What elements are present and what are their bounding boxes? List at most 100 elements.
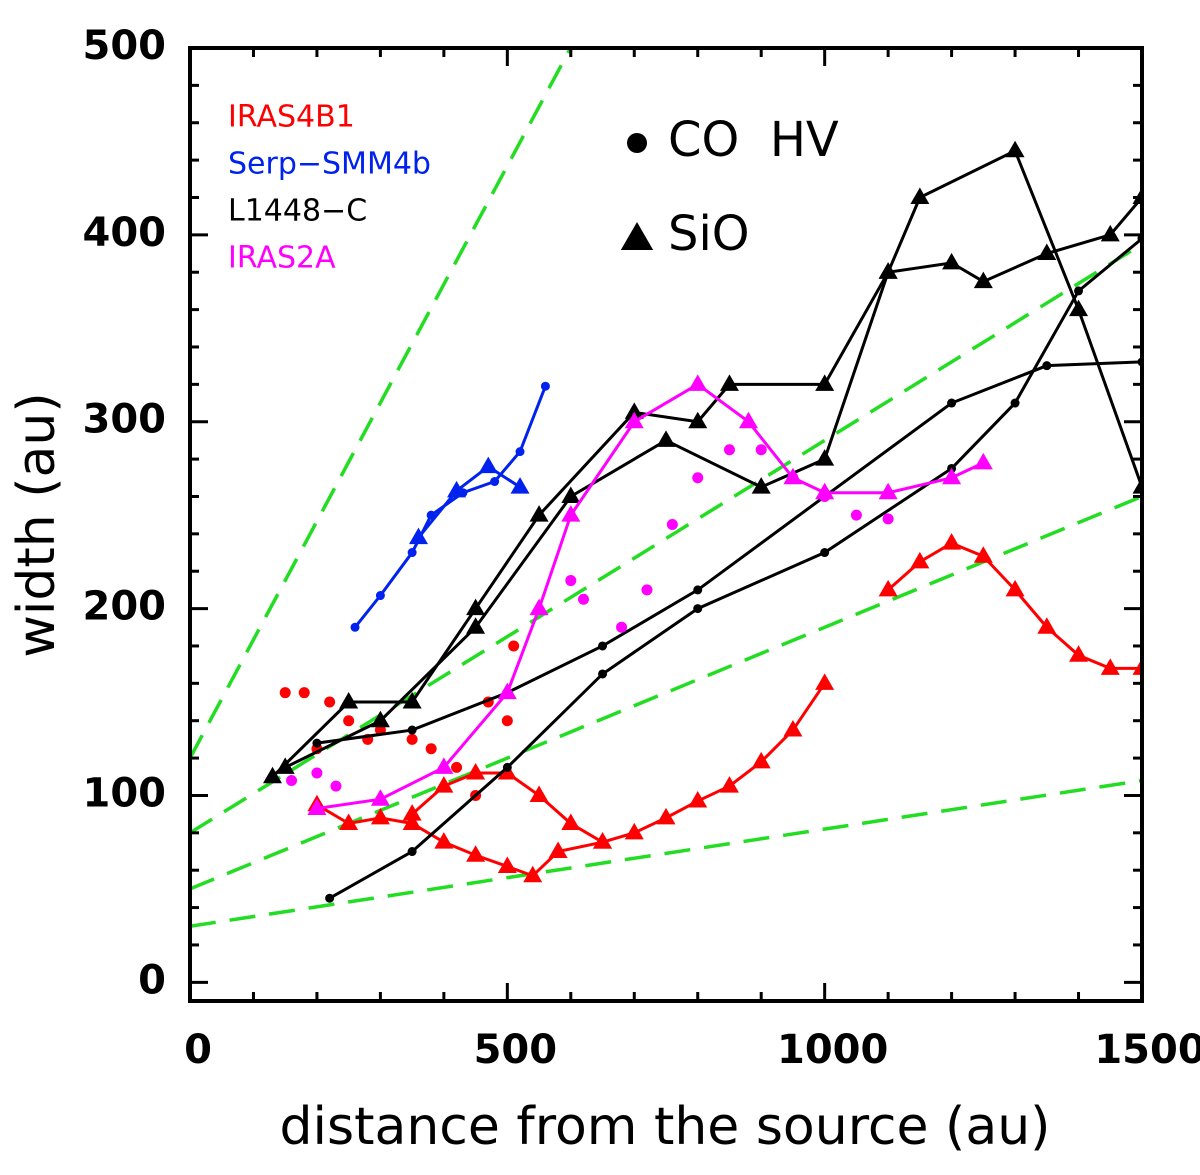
dot-marker (311, 767, 323, 779)
series-line (417, 464, 521, 539)
dot-marker (407, 548, 417, 558)
dot-marker (641, 584, 653, 596)
triangle-marker (497, 682, 517, 700)
dot-marker (343, 715, 355, 727)
dot-marker (312, 738, 322, 748)
triangle-marker (434, 776, 454, 793)
fit-line (190, 242, 1142, 835)
dot-marker (515, 447, 525, 457)
triangle-marker (1132, 187, 1142, 204)
triangle-marker (1132, 477, 1142, 494)
triangle-marker (1069, 645, 1089, 662)
dot-marker (666, 519, 678, 530)
triangle-marker (529, 598, 549, 616)
triangle-marker (1005, 140, 1025, 158)
y-tick-label: 0 (138, 957, 166, 1003)
legend-marker-label: SiO (668, 206, 750, 262)
triangle-marker (878, 579, 898, 597)
series-line (271, 148, 1142, 778)
triangle-marker (466, 598, 486, 616)
triangle-marker (466, 617, 486, 634)
dot-marker (616, 621, 628, 633)
series-line (328, 237, 1142, 900)
triangle-marker (1069, 299, 1089, 317)
dot-marker (947, 398, 957, 408)
fit-line (190, 48, 573, 759)
triangle-marker (548, 841, 568, 859)
triangle-marker (523, 865, 543, 883)
triangle-marker (1037, 243, 1057, 261)
dot-marker (693, 604, 703, 614)
dot-marker (286, 775, 298, 787)
fit-line (190, 494, 1142, 891)
dot-marker (350, 622, 360, 632)
dot-marker (298, 687, 310, 699)
plot-frame (188, 46, 1144, 1003)
triangle-marker (561, 505, 581, 522)
dot-marker (598, 669, 608, 679)
y-axis-label: width (au) (7, 392, 67, 657)
triangle-marker (878, 262, 898, 279)
triangle-marker (402, 804, 422, 821)
triangle-marker (942, 252, 962, 270)
dot-marker (1010, 398, 1020, 408)
dot-marker (508, 640, 520, 652)
series-line (316, 360, 1142, 745)
triangle-marker (402, 813, 422, 830)
legend-marker (627, 133, 647, 153)
triangle-marker (561, 813, 581, 830)
triangle-marker (1132, 658, 1142, 675)
triangle-marker (688, 411, 708, 429)
triangle-marker (942, 533, 962, 550)
dot-marker (1074, 286, 1084, 296)
triangle-marker (973, 452, 993, 470)
dot-marker (330, 780, 342, 792)
dot-marker (540, 381, 550, 391)
triangle-marker (466, 845, 486, 862)
y-tick-label: 200 (83, 584, 167, 630)
triangle-marker (275, 757, 295, 774)
triangle-marker (263, 766, 283, 784)
triangle-marker (339, 692, 359, 709)
dot-marker (375, 591, 385, 601)
dot-marker (407, 847, 417, 857)
triangle-marker (529, 785, 549, 802)
dot-marker (502, 762, 512, 772)
triangle-marker (408, 527, 428, 545)
triangle-marker (910, 551, 930, 569)
triangle-marker (656, 430, 676, 447)
triangle-marker (1005, 579, 1025, 597)
dot-marker (279, 687, 291, 699)
triangle-marker (370, 710, 390, 728)
triangle-marker (739, 411, 759, 429)
triangle-marker (307, 798, 327, 816)
dot-marker (693, 585, 703, 595)
y-tick-label: 400 (83, 210, 167, 256)
series-line (887, 541, 1142, 670)
plot-area (190, 48, 1142, 928)
dot-marker (692, 472, 704, 484)
legend-entry: IRAS4B1 (228, 100, 355, 135)
triangle-marker (688, 374, 708, 391)
triangle-marker (561, 486, 581, 503)
dot-marker (407, 725, 417, 735)
triangle-marker (339, 813, 359, 830)
triangle-marker (466, 763, 486, 780)
triangle-marker (624, 411, 644, 429)
triangle-marker (815, 449, 835, 466)
dot-marker (325, 893, 335, 903)
dot-marker (787, 472, 799, 484)
dot-marker (406, 733, 418, 745)
dot-marker (882, 513, 894, 525)
triangle-marker (815, 374, 835, 391)
triangle-marker (719, 374, 739, 391)
triangle-marker (510, 477, 530, 494)
x-tick-label: 1000 (777, 1027, 888, 1073)
series-line (353, 385, 547, 629)
dot-marker (565, 575, 577, 587)
dot-marker (1042, 361, 1052, 371)
x-axis-label: distance from the source (au) (280, 1097, 1051, 1157)
triangle-marker (434, 757, 454, 774)
triangle-marker (497, 856, 517, 873)
triangle-marker (783, 720, 803, 737)
